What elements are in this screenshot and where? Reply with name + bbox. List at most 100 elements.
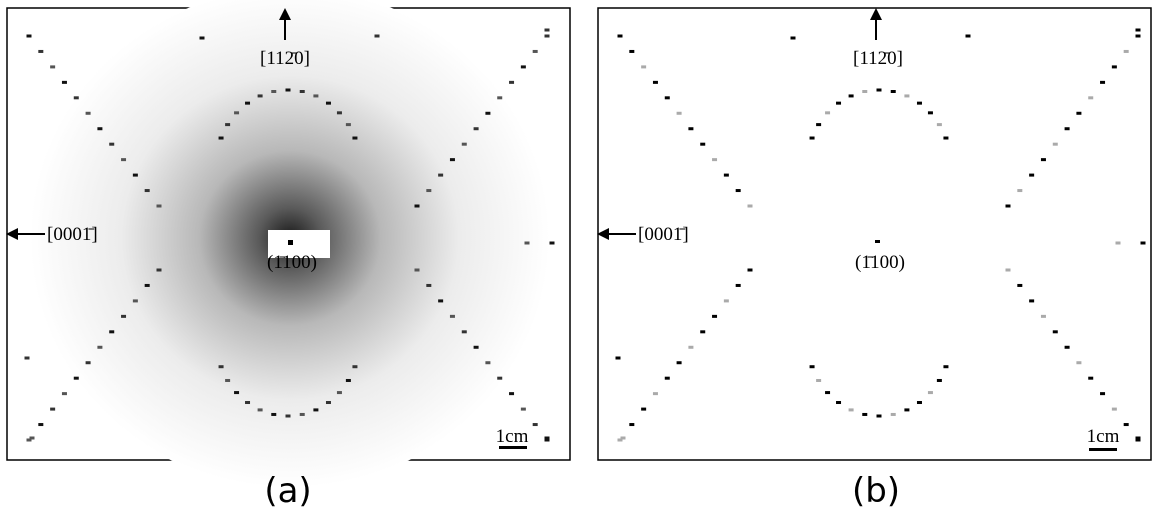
panel-caption: (a) — [264, 471, 311, 511]
spot — [462, 330, 467, 333]
spot — [688, 127, 693, 130]
spot — [1076, 112, 1081, 115]
spot — [641, 408, 646, 411]
spot — [791, 37, 796, 40]
spot — [1136, 29, 1141, 32]
spot — [25, 357, 30, 360]
spot — [943, 137, 948, 140]
spot — [677, 112, 682, 115]
spot — [121, 158, 126, 161]
spot — [1029, 299, 1034, 302]
spot — [862, 90, 867, 93]
scale-label: 1cm — [1087, 426, 1120, 447]
spot — [665, 377, 670, 380]
spot — [533, 50, 538, 53]
spot — [234, 391, 239, 394]
panel-caption: (b) — [852, 471, 900, 511]
spot — [258, 408, 263, 411]
spot — [1053, 330, 1058, 333]
spot — [450, 158, 455, 161]
panel: [112̄0] [0001̄] (1̄100) 1cm — [7, 0, 570, 488]
spot — [415, 269, 420, 272]
spot — [966, 35, 971, 38]
spot — [258, 94, 263, 97]
spot — [891, 90, 896, 93]
spot — [825, 391, 830, 394]
spot — [836, 401, 841, 404]
spot — [300, 413, 305, 416]
spot — [748, 205, 753, 208]
spot — [917, 102, 922, 105]
spot — [736, 189, 741, 192]
spot — [97, 346, 102, 349]
spot — [30, 437, 35, 440]
spot — [688, 346, 693, 349]
panel: [112̄0] [0001̄] (1̄100) 1cm — [598, 8, 1151, 460]
spot — [849, 94, 854, 97]
spot — [97, 127, 102, 130]
spot — [346, 379, 351, 382]
spot — [621, 437, 626, 440]
spot — [1065, 127, 1070, 130]
spot — [38, 50, 43, 53]
spot — [618, 35, 623, 38]
spot — [550, 242, 555, 245]
spot — [62, 392, 67, 395]
spot — [245, 401, 250, 404]
spot — [712, 158, 717, 161]
spot — [474, 127, 479, 130]
spot — [109, 143, 114, 146]
spot — [133, 174, 138, 177]
spot — [62, 81, 67, 84]
scale-bar — [1089, 448, 1117, 451]
spot — [629, 50, 634, 53]
spot — [816, 379, 821, 382]
spot — [1088, 96, 1093, 99]
spot — [225, 123, 230, 126]
spot — [1017, 189, 1022, 192]
spot — [616, 357, 621, 360]
spot — [836, 102, 841, 105]
spot — [904, 94, 909, 97]
direction-label: [112̄0] — [853, 48, 903, 69]
spot — [219, 365, 224, 368]
spot — [736, 284, 741, 287]
spot — [485, 112, 490, 115]
spot — [877, 415, 882, 418]
spot — [438, 299, 443, 302]
spot — [426, 189, 431, 192]
spot — [1076, 361, 1081, 364]
plane-label: (1̄100) — [855, 252, 905, 273]
spot — [352, 137, 357, 140]
spot — [677, 361, 682, 364]
spot — [1053, 143, 1058, 146]
spot — [629, 423, 634, 426]
spot — [133, 299, 138, 302]
spot — [462, 143, 467, 146]
spot — [38, 423, 43, 426]
spot — [245, 102, 250, 105]
spot — [157, 205, 162, 208]
direction-label: [112̄0] — [260, 48, 310, 69]
spot — [1006, 269, 1011, 272]
plane-label: (1̄100) — [267, 252, 317, 273]
direction-label: [0001̄] — [638, 224, 689, 245]
spot — [1136, 35, 1141, 38]
spot — [337, 111, 342, 114]
spot — [653, 392, 658, 395]
spot — [641, 65, 646, 68]
spot — [286, 415, 291, 418]
spot — [474, 346, 479, 349]
spot — [928, 111, 933, 114]
spot — [1124, 423, 1129, 426]
spot — [1136, 437, 1141, 440]
spot — [286, 89, 291, 92]
spot — [748, 269, 753, 272]
spot — [497, 96, 502, 99]
spot — [271, 413, 276, 416]
spot — [825, 111, 830, 114]
spot — [121, 315, 126, 318]
spot — [50, 408, 55, 411]
spot — [1029, 174, 1034, 177]
spot — [438, 174, 443, 177]
